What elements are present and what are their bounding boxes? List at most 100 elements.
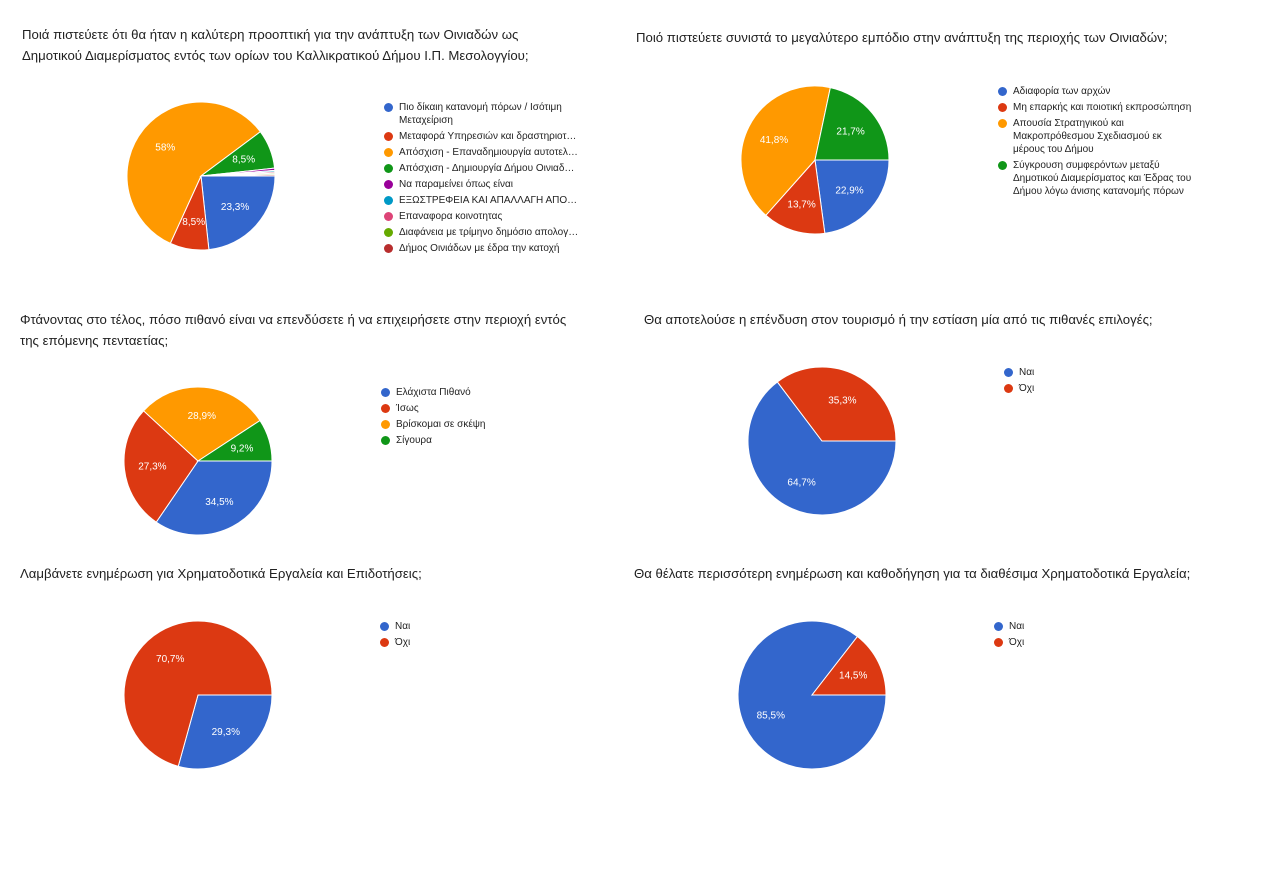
chart-3-legend-item-3: Βρίσκομαι σε σκέψη xyxy=(381,418,581,431)
chart-1-slice-label-1: 23,3% xyxy=(221,202,249,213)
chart-4-slice-label-2: 35,3% xyxy=(828,395,856,406)
chart-1-legend-label-6: ΕΞΩΣΤΡΕΦΕΙΑ ΚΑΙ ΑΠΑΛΛΑΓΗ ΑΠΟ… xyxy=(399,194,577,207)
chart-1-legend-swatch-6 xyxy=(384,196,393,205)
chart-5-legend-label-2-line-1: Όχι xyxy=(395,637,411,648)
chart-1-legend-item-4: Απόσχιση - Δημιουργία Δήμου Οινιαδ… xyxy=(384,162,584,175)
chart-5-pie: 29,3% 70,7% xyxy=(123,620,273,770)
chart-4-slice-2 xyxy=(776,366,897,442)
chart-2-legend-item-1: Αδιαφορία των αρχών xyxy=(998,85,1208,98)
chart-1-pie: 23,3% 8,5% 58% 8,5% xyxy=(126,101,276,251)
chart-4-legend: Ναι Όχι xyxy=(1004,366,1124,398)
chart-1-legend-label-5: Να παραμείνει όπως είναι xyxy=(399,178,513,191)
chart-4-slice-1 xyxy=(747,381,897,516)
chart-6-legend-swatch-1 xyxy=(994,622,1003,631)
chart-4-legend-label-1-line-1: Ναι xyxy=(1019,367,1035,378)
chart-6-slice-label-1: 85,5% xyxy=(757,711,785,722)
chart-6-slice-2 xyxy=(810,635,887,696)
chart-2-slice-3 xyxy=(740,85,831,217)
chart-2-slice-label-1: 22,9% xyxy=(835,186,863,197)
chart-1-legend-label-8: Διαφάνεια με τρίμηνο δημόσιο απολογ… xyxy=(399,226,578,239)
chart-1-slice-label-4: 8,5% xyxy=(232,155,255,166)
chart-1-legend-swatch-2 xyxy=(384,132,393,141)
chart-5-slice-1 xyxy=(177,694,273,770)
chart-2-legend-label-1: Αδιαφορία των αρχών xyxy=(1013,85,1110,98)
chart-3-legend-label-4: Σίγουρα xyxy=(396,434,432,447)
chart-1-slice-label-3: 58% xyxy=(155,143,175,154)
chart-3-title-line-1: Φτάνοντας στο τέλος, πόσο πιθανό είναι ν… xyxy=(20,312,567,327)
chart-2-legend-item-2: Μη επαρκής και ποιοτική εκπροσώπηση xyxy=(998,101,1208,114)
chart-2-legend-item-3: Απουσία Στρατηγικού και Μακροπρόθεσμου Σχ… xyxy=(998,117,1208,156)
chart-2-legend-label-3-line-1: Απουσία Στρατηγικού και xyxy=(1013,118,1124,129)
chart-1-legend-swatch-8 xyxy=(384,228,393,237)
chart-2-slice-2 xyxy=(765,158,826,235)
chart-3-title: Φτάνοντας στο τέλος, πόσο πιθανό είναι ν… xyxy=(20,309,600,351)
chart-4-legend-item-2: Όχι xyxy=(1004,382,1124,395)
chart-3-legend-item-1: Ελάχιστα Πιθανό xyxy=(381,386,581,399)
chart-6-slice-label-2: 14,5% xyxy=(839,670,867,681)
chart-6-legend-item-1: Ναι xyxy=(994,620,1114,633)
chart-5-legend-item-2: Όχι xyxy=(380,636,500,649)
chart-6-legend-label-2: Όχι xyxy=(1009,636,1024,649)
chart-4-pie: 64,7% 35,3% xyxy=(747,366,897,516)
chart-5-legend: Ναι Όχι xyxy=(380,620,500,652)
chart-1-legend-label-6-line-1: ΕΞΩΣΤΡΕΦΕΙΑ ΚΑΙ ΑΠΑΛΛΑΓΗ ΑΠΟ… xyxy=(399,195,578,206)
chart-1-title-line-1: Ποιά πιστεύετε ότι θα ήταν η καλύτερη πρ… xyxy=(22,27,519,42)
chart-6-pie: 85,5% 14,5% xyxy=(737,620,887,770)
chart-3-legend-item-2: Ίσως xyxy=(381,402,581,415)
chart-1-legend-label-3-line-1: Απόσχιση - Επαναδημιουργία αυτοτελ… xyxy=(399,147,578,158)
chart-1-legend-label-4-line-1: Απόσχιση - Δημιουργία Δήμου Οινιαδ… xyxy=(399,163,575,174)
chart-6-legend-label-2-line-1: Όχι xyxy=(1009,637,1025,648)
chart-4-legend-label-2-line-1: Όχι xyxy=(1019,383,1035,394)
chart-5-title-line-1: Λαμβάνετε ενημέρωση για Χρηματοδοτικά Ερ… xyxy=(20,566,422,581)
chart-5-legend-swatch-2 xyxy=(380,638,389,647)
chart-3-slice-3 xyxy=(142,386,261,462)
chart-6-legend-item-2: Όχι xyxy=(994,636,1114,649)
chart-1-slice-label-2: 8,5% xyxy=(182,217,205,228)
chart-1-slice-1 xyxy=(200,175,276,251)
chart-6-legend-swatch-2 xyxy=(994,638,1003,647)
chart-4-legend-swatch-1 xyxy=(1004,368,1013,377)
chart-2-legend-label-2-line-1: Μη επαρκής και ποιοτική εκπροσώπηση xyxy=(1013,102,1192,113)
chart-6-legend-label-1-line-1: Ναι xyxy=(1009,621,1025,632)
chart-3-slice-2 xyxy=(123,410,199,523)
chart-2-slice-4 xyxy=(814,87,890,161)
chart-1-title: Ποιά πιστεύετε ότι θα ήταν η καλύτερη πρ… xyxy=(22,24,582,66)
chart-3-legend-label-2: Ίσως xyxy=(396,402,419,415)
chart-1-legend-swatch-3 xyxy=(384,148,393,157)
chart-3-legend-label-3-line-1: Βρίσκομαι σε σκέψη xyxy=(396,419,486,430)
chart-3-legend-swatch-4 xyxy=(381,436,390,445)
chart-1-legend-label-2-line-1: Μεταφορά Υπηρεσιών και δραστηριοτ… xyxy=(399,131,577,142)
chart-4-legend-item-1: Ναι xyxy=(1004,366,1124,379)
chart-1-legend-label-8-line-1: Διαφάνεια με τρίμηνο δημόσιο απολογ… xyxy=(399,227,579,238)
chart-5-legend-label-1-line-1: Ναι xyxy=(395,621,411,632)
chart-1-legend-item-2: Μεταφορά Υπηρεσιών και δραστηριοτ… xyxy=(384,130,584,143)
chart-1-slice-9 xyxy=(200,174,276,177)
chart-2-legend-label-3: Απουσία Στρατηγικού και Μακροπρόθεσμου Σχ… xyxy=(1013,117,1162,156)
chart-2-legend-swatch-1 xyxy=(998,87,1007,96)
chart-5-legend-label-1: Ναι xyxy=(395,620,410,633)
chart-1-legend-label-9: Δήμος Οινιάδων με έδρα την κατοχή xyxy=(399,242,559,255)
chart-1-legend-item-6: ΕΞΩΣΤΡΕΦΕΙΑ ΚΑΙ ΑΠΑΛΛΑΓΗ ΑΠΟ… xyxy=(384,194,584,207)
chart-2-legend-swatch-2 xyxy=(998,103,1007,112)
chart-1-title-line-2: Δημοτικού Διαμερίσματος εντός των ορίων … xyxy=(22,48,529,63)
chart-3-slice-label-3: 28,9% xyxy=(188,411,216,422)
chart-5-legend-swatch-1 xyxy=(380,622,389,631)
chart-1-legend-item-7: Επαναφορα κοινοτητας xyxy=(384,210,584,223)
chart-2-title: Ποιό πιστεύετε συνιστά το μεγαλύτερο εμπ… xyxy=(636,27,1236,48)
chart-3-legend-swatch-3 xyxy=(381,420,390,429)
chart-2-slice-label-3: 41,8% xyxy=(760,135,788,146)
chart-1-legend-label-3: Απόσχιση - Επαναδημιουργία αυτοτελ… xyxy=(399,146,578,159)
chart-5-legend-label-2: Όχι xyxy=(395,636,410,649)
chart-2-legend-label-4-line-3: Δήμου λόγω άνισης κατανομής πόρων xyxy=(1013,186,1184,197)
chart-2-slice-1 xyxy=(814,159,890,234)
chart-2-legend: Αδιαφορία των αρχών Μη επαρκής και ποιοτι… xyxy=(998,85,1208,201)
chart-3-legend-label-2-line-1: Ίσως xyxy=(396,403,419,414)
chart-1-legend-label-9-line-1: Δήμος Οινιάδων με έδρα την κατοχή xyxy=(399,243,560,254)
chart-2-pie: 22,9% 13,7% 41,8% 21,7% xyxy=(740,85,890,235)
chart-6-title-line-1: Θα θέλατε περισσότερη ενημέρωση και καθο… xyxy=(634,566,1191,581)
chart-1-legend-label-1-line-1: Πιο δίκαιη κατανομή πόρων / Ισότιμη xyxy=(399,102,562,113)
chart-1-legend-swatch-7 xyxy=(384,212,393,221)
chart-4-title: Θα αποτελούσε η επένδυση στον τουρισμό ή… xyxy=(644,309,1204,330)
chart-5-slice-2 xyxy=(123,620,273,767)
chart-5-title: Λαμβάνετε ενημέρωση για Χρηματοδοτικά Ερ… xyxy=(20,563,580,584)
